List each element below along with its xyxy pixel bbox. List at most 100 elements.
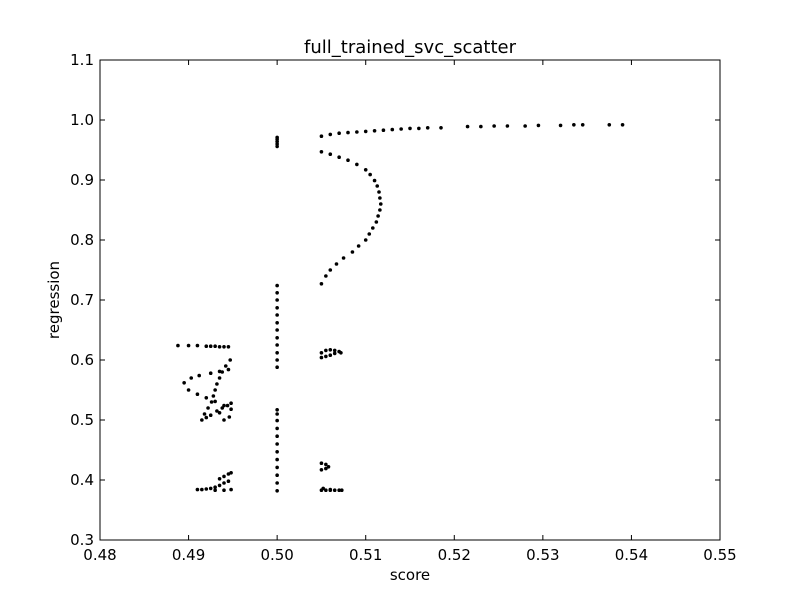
scatter-point [217, 411, 222, 415]
scatter-point [356, 244, 361, 248]
scatter-point [378, 196, 382, 200]
y-tick-label: 1.0 [70, 111, 94, 129]
scatter-point [209, 400, 214, 404]
scatter-point [229, 487, 233, 492]
scatter-point [324, 466, 328, 471]
y-tick-label: 0.6 [70, 351, 94, 369]
x-tick-label: 0.54 [615, 546, 648, 564]
scatter-point [229, 471, 233, 475]
scatter-point [222, 345, 226, 349]
scatter-point [275, 365, 279, 370]
scatter-point [324, 462, 328, 467]
scatter-point [182, 381, 186, 385]
scatter-point [332, 488, 337, 493]
scatter-point [227, 415, 232, 419]
scatter-point [328, 152, 333, 156]
scatter-point [275, 283, 279, 288]
scatter-point [204, 487, 209, 491]
scatter-point [213, 485, 217, 490]
scatter-point [275, 321, 279, 325]
scatter-point [275, 465, 279, 470]
scatter-point [368, 172, 372, 177]
scatter-point [208, 413, 213, 418]
scatter-point [417, 126, 421, 131]
scatter-point [377, 190, 381, 194]
x-tick-label: 0.48 [83, 546, 116, 564]
scatter-point [319, 468, 324, 472]
scatter-point [226, 479, 231, 484]
scatter-point [332, 348, 337, 353]
scatter-point [337, 155, 341, 159]
scatter-point [228, 358, 232, 362]
y-tick-label: 0.5 [70, 411, 94, 429]
scatter-point [176, 343, 180, 348]
scatter-point [346, 130, 350, 135]
scatter-point [197, 373, 201, 378]
scatter-point [319, 282, 324, 286]
scatter-point [479, 124, 483, 129]
scatter-point [505, 124, 510, 128]
scatter-point [275, 457, 279, 462]
scatter-point [200, 418, 204, 422]
scatter-point [339, 351, 343, 355]
scatter-point [204, 415, 209, 420]
scatter-point [275, 358, 279, 362]
scatter-point [189, 376, 194, 380]
scatter-point [220, 406, 225, 410]
scatter-point [213, 344, 217, 349]
scatter-point [324, 354, 328, 359]
scatter-point [346, 158, 350, 162]
scatter-point [492, 124, 496, 128]
scatter-point [217, 376, 222, 380]
scatter-point [217, 345, 222, 349]
scatter-point [381, 128, 386, 132]
scatter-point [363, 168, 368, 172]
scatter-point [378, 202, 383, 206]
x-axis-title: score [390, 566, 430, 584]
scatter-point [319, 150, 324, 154]
scatter-point [220, 370, 225, 374]
scatter-point [372, 178, 377, 183]
scatter-point [319, 351, 324, 355]
scatter-point [337, 131, 341, 135]
x-tick-label: 0.52 [438, 546, 471, 564]
scatter-point [371, 226, 375, 230]
y-tick-label: 0.4 [70, 471, 94, 489]
x-tick-label: 0.49 [172, 546, 205, 564]
scatter-point [208, 344, 213, 349]
scatter-point [341, 256, 346, 260]
scatter-point [275, 434, 279, 439]
scatter-point [334, 262, 339, 266]
scatter-point [275, 343, 279, 347]
scatter-point [204, 344, 209, 349]
scatter-point [328, 487, 333, 492]
scatter-point [367, 232, 372, 236]
scatter-point [275, 135, 279, 140]
scatter-point [275, 412, 279, 416]
scatter-point [275, 473, 279, 478]
scatter-point [355, 162, 359, 167]
scatter-point [275, 351, 279, 355]
scatter-point [363, 238, 368, 242]
scatter-point [204, 396, 209, 400]
y-tick-label: 1.1 [70, 51, 94, 69]
scatter-point [275, 408, 279, 412]
scatter-point [275, 426, 279, 431]
scatter-point [206, 406, 210, 410]
scatter-point [202, 412, 207, 416]
scatter-point [215, 382, 219, 386]
plot-frame [99, 59, 721, 541]
scatter-point [319, 134, 324, 138]
scatter-point [223, 364, 228, 368]
scatter-point [376, 214, 380, 218]
y-tick-label: 0.7 [70, 291, 94, 309]
scatter-point [229, 407, 233, 412]
scatter-point [408, 126, 412, 131]
scatter-point [523, 124, 527, 128]
points-layer [176, 123, 625, 493]
scatter-point [222, 488, 226, 493]
scatter-point [213, 399, 217, 404]
scatter-point [324, 488, 328, 493]
scatter-point [275, 418, 279, 423]
